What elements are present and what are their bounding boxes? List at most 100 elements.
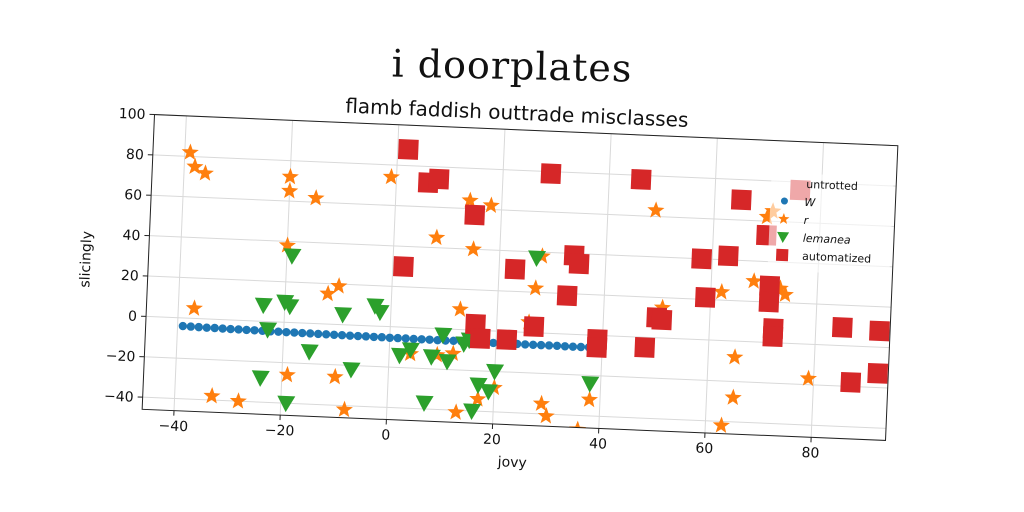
r-point: [776, 285, 794, 303]
automatized-point: [651, 309, 673, 331]
W-point: [321, 330, 331, 339]
y-tick-label: 0: [128, 309, 138, 325]
r-point: [326, 367, 344, 385]
W-point: [369, 332, 379, 342]
W-point: [576, 342, 586, 352]
automatized-point: [758, 291, 780, 313]
x-tick-label: 0: [381, 427, 391, 443]
W-point: [393, 333, 402, 343]
r-point: [461, 191, 479, 209]
W-point: [536, 340, 546, 350]
W-point: [234, 325, 243, 334]
W-point: [433, 335, 442, 345]
lemanea-point: [422, 349, 441, 366]
W-point: [282, 328, 291, 337]
legend-label-lemanea: lemanea: [803, 232, 852, 247]
legend-marker-W: [780, 197, 788, 205]
x-tick-label: 80: [801, 445, 819, 462]
r-point: [203, 387, 221, 404]
r-point: [464, 240, 482, 257]
W-point: [242, 325, 251, 335]
r-point: [469, 390, 487, 407]
lemanea-point: [401, 342, 420, 359]
x-axis-label: jovy: [496, 454, 527, 471]
lemanea-point: [251, 370, 270, 387]
legend-box: [767, 172, 894, 276]
automatized-point: [634, 337, 656, 358]
r-point: [758, 208, 776, 225]
r-point: [580, 390, 599, 408]
W-point: [306, 329, 315, 338]
lemanea-point: [528, 250, 547, 267]
W-point: [361, 332, 371, 341]
automatized-point: [397, 139, 419, 160]
W-point: [313, 329, 323, 339]
r-point: [229, 392, 247, 409]
lemanea-point: [434, 327, 453, 344]
W-point: [520, 340, 530, 349]
lemanea-point: [254, 297, 273, 315]
r-point: [428, 228, 446, 246]
r-point: [278, 365, 296, 383]
W-point: [560, 342, 570, 351]
legend: untrotted Wr lemanea automatized: [767, 172, 894, 276]
W-point: [401, 334, 410, 343]
r-point: [447, 403, 465, 420]
lemanea-point: [391, 347, 410, 365]
r-point: [278, 236, 296, 254]
lemanea-point: [479, 383, 498, 401]
automatized-point: [630, 169, 652, 190]
automatized-point: [568, 253, 590, 275]
lemanea-point: [438, 353, 457, 371]
lemanea-point: [342, 361, 361, 379]
r-point: [307, 189, 325, 206]
y-tick-label: 80: [126, 147, 144, 164]
automatized-point: [428, 168, 450, 190]
r-point: [451, 300, 469, 317]
W-point: [218, 324, 227, 333]
W-point: [290, 328, 299, 337]
lemanea-point: [281, 298, 300, 316]
automatized-point: [496, 329, 518, 351]
automatized-point: [691, 248, 713, 270]
W-point: [417, 335, 426, 344]
r-point: [181, 143, 199, 160]
automatized-point: [694, 286, 716, 308]
r-point: [382, 168, 400, 185]
series-lemanea: [251, 248, 600, 420]
lemanea-point: [283, 248, 302, 265]
r-point: [335, 400, 353, 418]
x-tick-label: 40: [589, 436, 607, 453]
r-point: [712, 416, 730, 433]
W-point: [226, 324, 235, 334]
r-point: [186, 157, 204, 175]
legend-label-automatized: automatized: [802, 250, 872, 266]
W-point: [425, 335, 434, 344]
x-gridline: [385, 124, 400, 420]
lemanea-point: [469, 377, 488, 394]
W-point: [409, 334, 418, 344]
y-tick-label: −40: [104, 389, 134, 406]
legend-marker-automatized: [775, 248, 789, 262]
y-gridline: [142, 396, 887, 429]
W-point: [345, 331, 355, 340]
automatized-point: [523, 316, 545, 338]
y-tick-label: 60: [124, 187, 142, 204]
W-point: [298, 328, 307, 338]
r-point: [527, 279, 545, 296]
W-point: [449, 336, 458, 346]
W-point: [250, 326, 259, 335]
r-point: [196, 164, 214, 181]
W-point: [194, 322, 203, 332]
lemanea-point: [300, 344, 319, 361]
lemanea-point: [463, 403, 482, 420]
lemanea-point: [371, 304, 390, 322]
lemanea-point: [334, 306, 353, 324]
plot-group: flamb faddish outtrade misclasses−40 −20 0…: [77, 94, 899, 471]
automatized-point: [730, 189, 752, 211]
lemanea-point: [277, 395, 296, 413]
automatized-point: [831, 317, 853, 338]
r-point: [281, 167, 299, 185]
r-point: [726, 348, 744, 365]
